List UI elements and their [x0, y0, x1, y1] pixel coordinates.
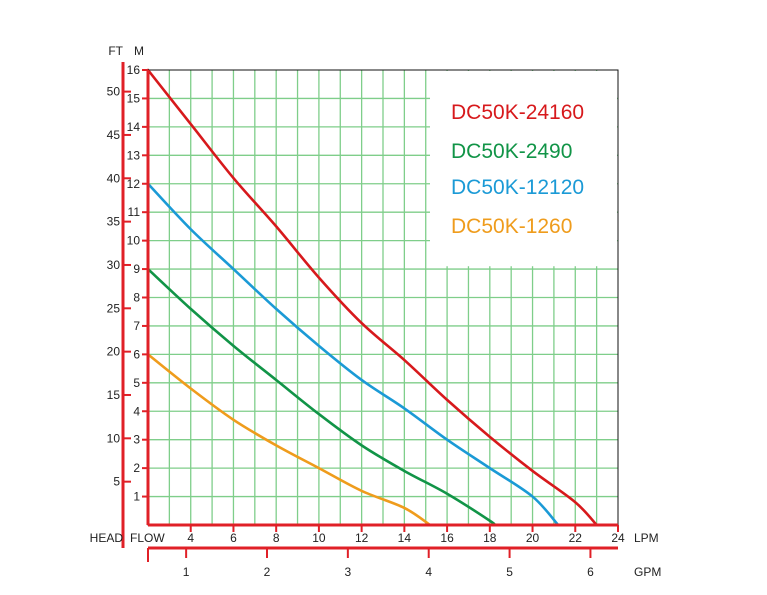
m-tick-label: 11 — [128, 205, 141, 219]
lpm-tick-label: 14 — [398, 531, 412, 545]
gpm-tick-label: 2 — [264, 565, 271, 579]
legend-entry-2: DC50K-12120 — [451, 176, 584, 199]
ft-tick-label: 5 — [113, 475, 120, 489]
gpm-tick-label: 1 — [183, 565, 190, 579]
m-unit-label: M — [134, 44, 144, 58]
m-tick-label: 9 — [133, 262, 140, 276]
m-tick-label: 5 — [133, 376, 140, 390]
ft-unit-label: FT — [108, 44, 123, 58]
legend-entry-3: DC50K-1260 — [451, 215, 572, 238]
head-label: HEAD — [90, 531, 124, 545]
tick-labels: 1234567891011121314151651015202530354045… — [90, 44, 662, 579]
m-tick-label: 16 — [127, 63, 141, 77]
lpm-tick-label: 24 — [611, 531, 625, 545]
grid — [148, 70, 618, 525]
m-tick-label: 13 — [127, 148, 141, 162]
m-tick-label: 8 — [133, 291, 140, 305]
lpm-tick-label: 22 — [569, 531, 583, 545]
flow-label: FLOW — [130, 531, 165, 545]
curves — [146, 68, 598, 527]
legend-box — [430, 71, 617, 267]
ft-tick-label: 10 — [107, 431, 121, 445]
legend-background — [430, 71, 617, 267]
m-tick-label: 12 — [127, 177, 141, 191]
ft-tick-label: 15 — [107, 388, 121, 402]
m-tick-label: 1 — [133, 490, 140, 504]
ft-tick-label: 30 — [107, 258, 121, 272]
lpm-tick-label: 8 — [273, 531, 280, 545]
lpm-unit-label: LPM — [634, 531, 659, 545]
legend-entry-0: DC50K-24160 — [451, 101, 584, 124]
ft-tick-label: 40 — [107, 171, 121, 185]
series-line-2 — [146, 182, 560, 527]
m-tick-label: 2 — [133, 461, 140, 475]
series-line-3 — [146, 353, 432, 527]
series-line-1 — [146, 267, 496, 527]
legend-entry-1: DC50K-2490 — [451, 140, 572, 163]
gpm-unit-label: GPM — [634, 565, 661, 579]
ft-tick-label: 20 — [107, 345, 121, 359]
gpm-tick-label: 4 — [425, 565, 432, 579]
gpm-tick-label: 5 — [506, 565, 513, 579]
m-tick-label: 10 — [127, 234, 141, 248]
lpm-tick-label: 4 — [187, 531, 194, 545]
lpm-tick-label: 18 — [483, 531, 497, 545]
lpm-tick-label: 10 — [312, 531, 326, 545]
m-tick-label: 15 — [127, 91, 141, 105]
m-tick-label: 6 — [133, 347, 140, 361]
ft-tick-label: 25 — [107, 301, 121, 315]
lpm-tick-label: 16 — [440, 531, 454, 545]
m-tick-label: 4 — [133, 404, 140, 418]
lpm-tick-label: 20 — [526, 531, 540, 545]
ft-tick-label: 50 — [107, 85, 121, 99]
m-tick-label: 3 — [133, 433, 140, 447]
series-line-0 — [146, 68, 598, 527]
m-tick-label: 14 — [127, 120, 141, 134]
lpm-tick-label: 12 — [355, 531, 369, 545]
ft-tick-label: 45 — [107, 128, 121, 142]
gpm-tick-label: 3 — [345, 565, 352, 579]
lpm-tick-label: 6 — [230, 531, 237, 545]
legend: DC50K-24160 DC50K-2490 DC50K-12120 DC50K-12… — [451, 101, 584, 238]
ft-tick-label: 35 — [107, 215, 121, 229]
axes — [121, 62, 619, 562]
gpm-tick-label: 6 — [587, 565, 594, 579]
m-tick-label: 7 — [133, 319, 140, 333]
